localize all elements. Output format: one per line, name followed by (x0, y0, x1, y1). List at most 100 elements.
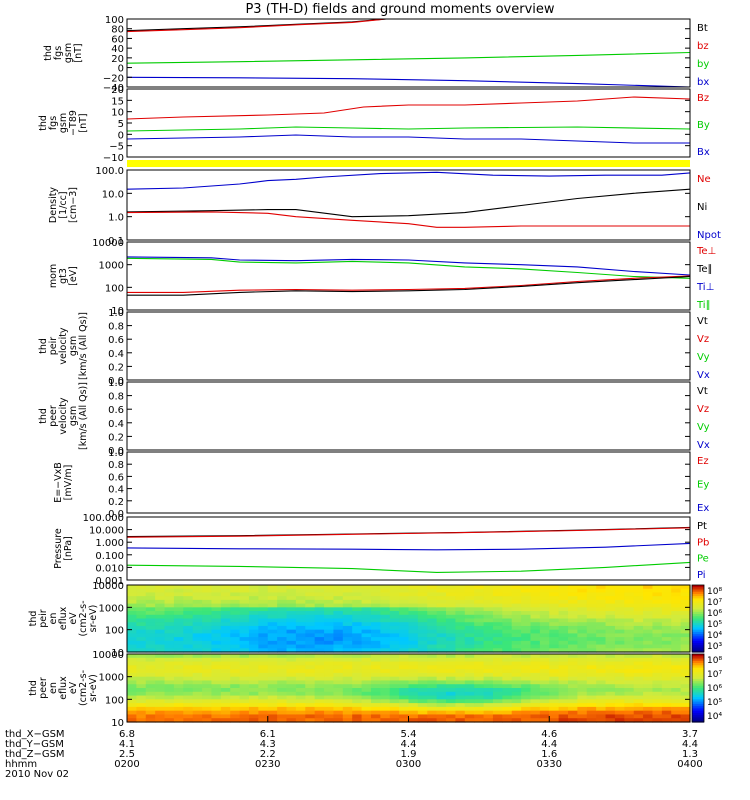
spectrogram-cell (370, 637, 381, 642)
spectrogram-cell (295, 614, 306, 620)
spectrogram-cell (521, 629, 532, 634)
spectrogram-cell (521, 585, 532, 590)
spectrogram-cell (399, 614, 410, 620)
spectrogram-cell (427, 706, 438, 712)
spectrogram-cell (399, 669, 410, 674)
spectrogram-cell (258, 688, 269, 693)
spectrogram-cell (380, 637, 391, 642)
spectrogram-cell (277, 596, 288, 601)
panel-frame (126, 584, 691, 653)
spectrogram-cell (605, 585, 616, 590)
spectrogram-cell (605, 611, 616, 616)
colorbar-cell (692, 654, 704, 657)
spectrogram-cell (352, 680, 363, 685)
spectrogram-cell (643, 676, 654, 682)
spectrogram-cell (596, 654, 607, 659)
spectrogram-cell (202, 714, 213, 719)
spectrogram-cell (464, 661, 475, 666)
spectrogram-cell (502, 661, 513, 666)
spectrogram-cell (408, 699, 419, 704)
spectrogram-cell (568, 611, 578, 616)
spectrogram-cell (342, 633, 353, 638)
spectrogram-cell (145, 644, 156, 649)
legend-entry: Vz (697, 404, 709, 415)
spectrogram-cell (314, 640, 325, 646)
spectrogram-cell (596, 596, 607, 601)
spectrogram-cell (305, 710, 316, 716)
spectrogram-cell (183, 661, 194, 666)
spectrogram-cell (211, 622, 222, 627)
spectrogram-cell (314, 706, 325, 712)
spectrogram-cell (680, 629, 691, 634)
spectrogram-cell (324, 588, 335, 594)
spectrogram-cell (483, 657, 494, 663)
spectrogram-cell (164, 676, 175, 682)
spectrogram-cell (408, 706, 419, 712)
spectrogram-cell (295, 680, 306, 685)
spectrogram-cell (539, 629, 550, 634)
spectrogram-cell (399, 703, 410, 708)
colorbar-cell (692, 676, 704, 680)
spectrogram-cell (661, 637, 672, 642)
spectrogram-cell (577, 676, 588, 682)
spectrogram-cell (258, 714, 269, 719)
spectrogram-cell (352, 672, 363, 678)
spectrogram-cell (586, 599, 597, 605)
spectrogram-cell (267, 592, 278, 597)
spectrogram-cell (671, 614, 682, 620)
series-line (126, 18, 387, 32)
spectrogram-cell (324, 684, 335, 689)
spectrogram-cell (427, 654, 438, 659)
spectrogram-cell (267, 680, 278, 685)
spectrogram-cell (211, 644, 222, 649)
spectrogram-cell (314, 592, 325, 597)
spectrogram-cell (295, 637, 306, 642)
spectrogram-cell (474, 654, 485, 659)
spectrogram-cell (464, 680, 475, 685)
spectrogram-cell (277, 603, 288, 608)
spectrogram-cell (558, 625, 569, 631)
spectrogram-cell (230, 706, 241, 712)
spectrogram-cell (652, 669, 663, 674)
spectrogram-cell (352, 603, 363, 608)
spectrogram-cell (370, 676, 381, 682)
spectrogram-cell (342, 703, 353, 708)
spectrogram-cell (446, 691, 457, 697)
spectrogram-cell (492, 603, 503, 608)
spectrogram-cell (568, 680, 578, 685)
spectrogram-cell (483, 637, 494, 642)
spectrogram-cell (342, 695, 353, 700)
spectrogram-cell (671, 637, 682, 642)
spectrogram-cell (427, 588, 438, 594)
spectrogram-cell (614, 644, 625, 649)
spectrogram-cell (539, 637, 550, 642)
spectrogram-cell (671, 699, 682, 704)
spectrogram-cell (295, 633, 306, 638)
spectrogram-cell (539, 611, 550, 616)
spectrogram-cell (164, 596, 175, 601)
spectrogram-cell (145, 585, 156, 590)
spectrogram-cell (286, 644, 297, 649)
spectrogram-cell (211, 592, 222, 597)
spectrogram-cell (568, 596, 578, 601)
spectrogram-cell (239, 718, 250, 723)
spectrogram-cell (652, 691, 663, 697)
spectrogram-cell (333, 714, 344, 719)
spectrogram-cell (549, 684, 560, 689)
spectrogram-cell (568, 661, 578, 666)
spectrogram-cell (277, 669, 288, 674)
spectrogram-cell (417, 633, 428, 638)
colorbar-cell (692, 663, 704, 666)
spectrogram-cell (173, 714, 184, 719)
spectrogram-cell (230, 676, 241, 682)
spectrogram-cell (333, 661, 344, 666)
spectrogram-cell (568, 703, 578, 708)
spectrogram-cell (342, 648, 353, 653)
spectrogram-cell (455, 710, 466, 716)
spectrogram-cell (455, 654, 466, 659)
spectrogram-cell (661, 618, 672, 623)
spectrogram-cell (502, 706, 513, 712)
spectrogram-cell (446, 680, 457, 685)
spectrogram-cell (305, 691, 316, 697)
spectrogram-cell (614, 695, 625, 700)
